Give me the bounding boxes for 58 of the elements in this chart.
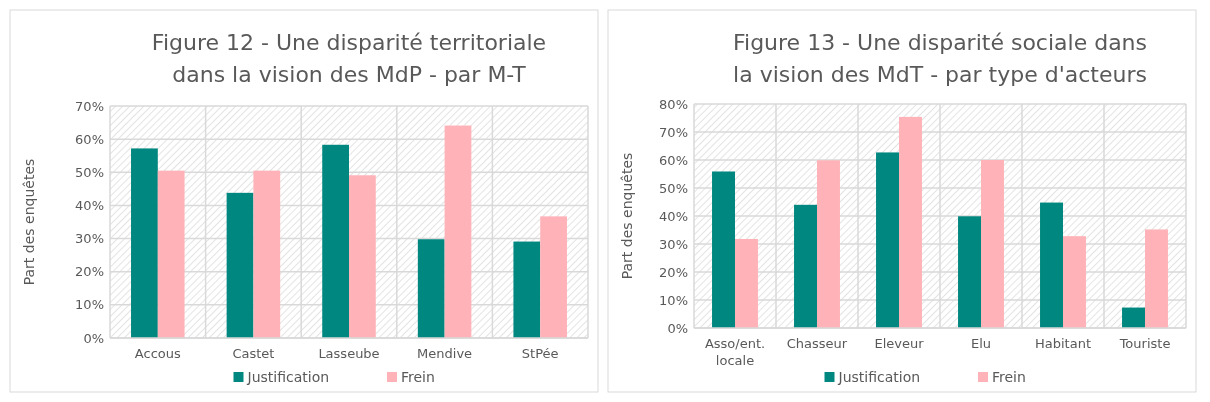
legend-label: Frein (401, 369, 435, 385)
x-tick-label: Asso/ent. locale (704, 336, 766, 368)
bar (253, 170, 281, 338)
bar (1145, 229, 1168, 328)
bar (417, 239, 445, 338)
bar (444, 125, 472, 338)
bar (131, 148, 158, 338)
bar (735, 238, 758, 328)
x-tick-label: Castet (232, 346, 275, 361)
y-tick-label: 50% (659, 180, 688, 196)
y-axis-title: Part des enquêtes (619, 152, 635, 280)
x-tick-label: Eleveur (874, 336, 925, 351)
x-tick-label: Lasseube (318, 346, 380, 361)
bar (513, 241, 541, 338)
chart-title: Figure 13 - Une disparité sociale dans la vision des MdT - par type d'acteurs (732, 30, 1148, 87)
y-tick-label: 70% (659, 124, 688, 140)
x-tick-label: Touriste (1118, 336, 1171, 351)
x-tick-label: Chasseur (786, 336, 848, 351)
x-tick-label: StPée (521, 346, 559, 361)
x-tick-label: Accous (134, 346, 181, 361)
bar (157, 170, 185, 338)
bar (1040, 202, 1063, 328)
y-tick-label: 10% (75, 297, 104, 313)
y-tick-label: 20% (75, 264, 104, 280)
x-tick-label: Habitant (1034, 336, 1092, 351)
y-tick-label: 60% (659, 152, 688, 168)
bar (817, 160, 840, 328)
y-tick-label: 40% (75, 197, 104, 213)
y-tick-label: 40% (659, 208, 688, 224)
bar (981, 160, 1004, 328)
y-tick-label: 60% (75, 131, 104, 147)
y-tick-label: 30% (659, 236, 688, 252)
y-tick-label: 70% (75, 98, 104, 114)
bar (226, 192, 254, 338)
bar (712, 171, 735, 328)
bar (794, 204, 817, 328)
bar (1063, 236, 1086, 328)
y-tick-label: 0% (83, 330, 104, 346)
y-axis-title: Part des enquêtes (21, 158, 37, 286)
x-tick-label: Mendive (417, 346, 473, 361)
x-tick-label: Elu (970, 336, 992, 351)
y-tick-label: 20% (659, 264, 688, 280)
legend-label: Justification (837, 369, 921, 385)
bar (899, 116, 922, 328)
bar (876, 152, 899, 328)
bar (1122, 307, 1145, 328)
y-tick-label: 10% (659, 292, 688, 308)
bar (322, 144, 349, 338)
y-tick-label: 0% (667, 320, 688, 336)
y-tick-label: 50% (75, 164, 104, 180)
bar (958, 216, 981, 328)
chart-title: Figure 12 - Une disparité territoriale dans la vision des MdP - par M-T (151, 30, 547, 87)
y-tick-label: 80% (659, 96, 688, 112)
legend-label: Justification (246, 369, 330, 385)
bar (349, 175, 376, 338)
legend-label: Frein (992, 369, 1026, 385)
y-tick-label: 30% (75, 231, 104, 247)
bar (540, 216, 567, 338)
